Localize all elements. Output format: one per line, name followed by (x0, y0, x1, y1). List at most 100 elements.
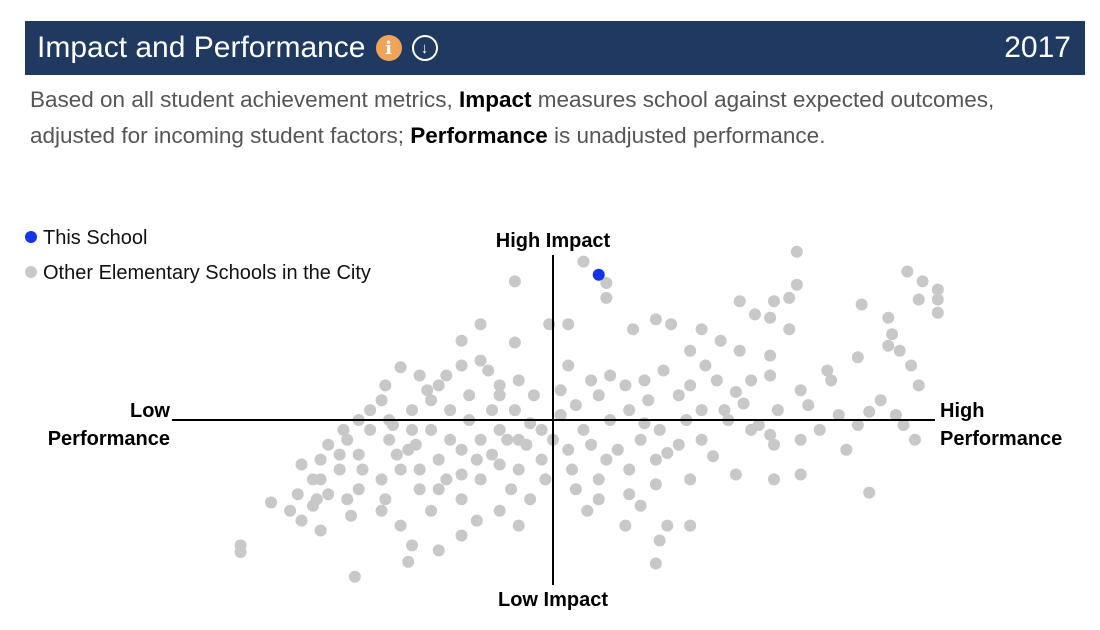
other-school-point[interactable] (882, 339, 895, 352)
other-school-point[interactable] (767, 438, 780, 451)
other-school-point[interactable] (832, 409, 845, 422)
other-school-point[interactable] (406, 404, 419, 417)
other-school-point[interactable] (813, 423, 826, 436)
other-school-point[interactable] (600, 277, 613, 290)
other-school-point[interactable] (508, 404, 521, 417)
other-school-point[interactable] (535, 453, 548, 466)
other-school-point[interactable] (627, 323, 640, 336)
other-school-point[interactable] (886, 328, 899, 341)
other-school-point[interactable] (684, 473, 697, 486)
other-school-point[interactable] (771, 404, 784, 417)
other-school-point[interactable] (390, 448, 403, 461)
other-school-point[interactable] (356, 463, 369, 476)
other-school-point[interactable] (425, 504, 438, 517)
other-school-point[interactable] (931, 306, 944, 319)
other-school-point[interactable] (592, 389, 605, 402)
other-school-point[interactable] (512, 374, 525, 387)
other-school-point[interactable] (375, 504, 388, 517)
other-school-point[interactable] (425, 394, 438, 407)
other-school-point[interactable] (345, 509, 358, 522)
other-school-point[interactable] (474, 318, 487, 331)
other-school-point[interactable] (684, 379, 697, 392)
other-school-point[interactable] (855, 298, 868, 311)
other-school-point[interactable] (314, 453, 327, 466)
other-school-point[interactable] (851, 351, 864, 364)
other-school-point[interactable] (790, 278, 803, 291)
other-school-point[interactable] (623, 404, 636, 417)
other-school-point[interactable] (482, 364, 495, 377)
other-school-point[interactable] (893, 344, 906, 357)
other-school-point[interactable] (767, 473, 780, 486)
other-school-point[interactable] (524, 493, 537, 506)
other-school-point[interactable] (455, 359, 468, 372)
other-school-point[interactable] (493, 504, 506, 517)
other-school-point[interactable] (394, 463, 407, 476)
other-school-point[interactable] (314, 473, 327, 486)
other-school-point[interactable] (386, 418, 399, 431)
other-school-point[interactable] (600, 291, 613, 304)
other-school-point[interactable] (455, 468, 468, 481)
other-school-point[interactable] (295, 514, 308, 527)
other-school-point[interactable] (455, 529, 468, 542)
other-school-point[interactable] (406, 423, 419, 436)
other-school-point[interactable] (375, 473, 388, 486)
other-school-point[interactable] (901, 265, 914, 278)
other-school-point[interactable] (501, 433, 514, 446)
other-school-point[interactable] (512, 463, 525, 476)
other-school-point[interactable] (649, 478, 662, 491)
other-school-point[interactable] (455, 334, 468, 347)
other-school-point[interactable] (352, 448, 365, 461)
other-school-point[interactable] (863, 405, 876, 418)
other-school-point[interactable] (406, 539, 419, 552)
other-school-point[interactable] (455, 443, 468, 456)
other-school-point[interactable] (634, 433, 647, 446)
other-school-point[interactable] (684, 344, 697, 357)
other-school-point[interactable] (600, 453, 613, 466)
other-school-point[interactable] (794, 468, 807, 481)
other-school-point[interactable] (931, 283, 944, 296)
other-school-point[interactable] (383, 433, 396, 446)
other-school-point[interactable] (581, 504, 594, 517)
other-school-point[interactable] (707, 450, 720, 463)
other-school-point[interactable] (295, 458, 308, 471)
other-school-point[interactable] (653, 534, 666, 547)
other-school-point[interactable] (375, 394, 388, 407)
other-school-point[interactable] (413, 463, 426, 476)
other-school-point[interactable] (364, 423, 377, 436)
other-school-point[interactable] (379, 493, 392, 506)
other-school-point[interactable] (493, 458, 506, 471)
other-school-point[interactable] (764, 369, 777, 382)
other-school-point[interactable] (653, 423, 666, 436)
other-school-point[interactable] (341, 433, 354, 446)
other-school-point[interactable] (764, 428, 777, 441)
other-school-point[interactable] (421, 384, 434, 397)
info-icon[interactable]: i (375, 35, 402, 61)
other-school-point[interactable] (638, 374, 651, 387)
other-school-point[interactable] (661, 447, 674, 459)
other-school-point[interactable] (611, 443, 624, 456)
other-school-point[interactable] (512, 433, 525, 446)
other-school-point[interactable] (306, 499, 319, 512)
other-school-point[interactable] (474, 473, 487, 486)
other-school-point[interactable] (364, 404, 377, 417)
other-school-point[interactable] (432, 483, 445, 496)
other-school-point[interactable] (649, 453, 662, 466)
other-school-point[interactable] (585, 374, 598, 387)
other-school-point[interactable] (912, 379, 925, 392)
other-school-point[interactable] (733, 295, 746, 308)
other-school-point[interactable] (748, 308, 761, 321)
other-school-point[interactable] (322, 488, 335, 501)
other-school-point[interactable] (470, 453, 483, 466)
other-school-point[interactable] (585, 438, 598, 451)
other-school-point[interactable] (745, 374, 758, 387)
other-school-point[interactable] (634, 499, 647, 512)
other-school-point[interactable] (783, 291, 796, 304)
other-school-point[interactable] (619, 379, 632, 392)
other-school-point[interactable] (665, 318, 678, 331)
other-school-point[interactable] (794, 384, 807, 397)
other-school-point[interactable] (905, 359, 918, 372)
other-school-point[interactable] (695, 433, 708, 446)
other-school-point[interactable] (931, 293, 944, 306)
other-school-point[interactable] (577, 423, 590, 436)
other-school-point[interactable] (394, 519, 407, 532)
